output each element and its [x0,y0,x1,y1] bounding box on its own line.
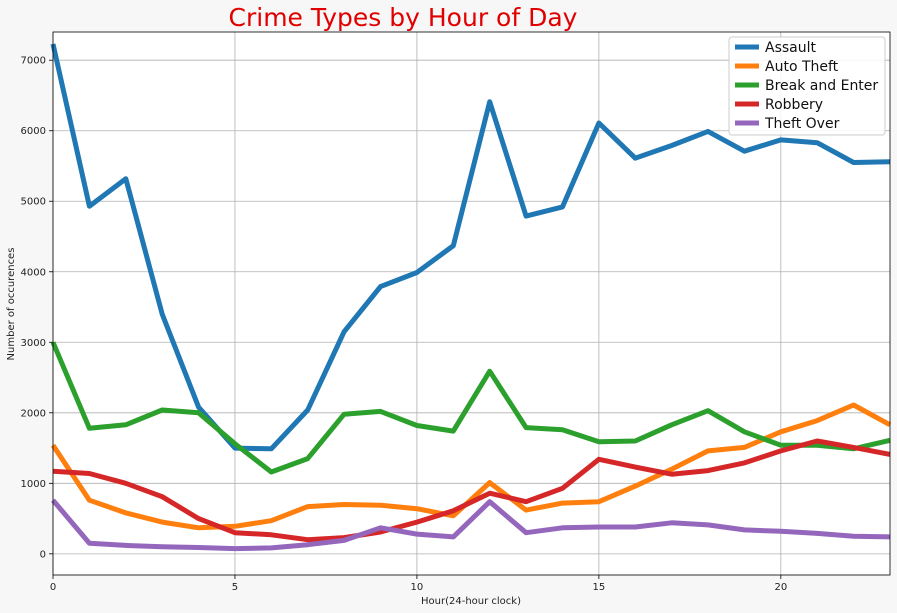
series-line-theft-over [51,498,891,552]
y-tick-label: 0 [40,549,46,560]
y-tick-label: 6000 [21,126,46,137]
x-tick-label: 20 [774,582,787,593]
series-line-break-and-enter [50,341,891,475]
y-tick-label: 7000 [21,56,46,67]
legend-box [728,36,886,136]
y-tick-label: 1000 [21,479,46,490]
legend-label-theft-over: Theft Over [764,116,840,132]
legend-label-robbery: Robbery [765,97,823,113]
y-tick-label: 4000 [21,267,46,278]
series-lines [50,43,892,552]
y-axis-label: Number of occurences [6,248,17,361]
y-axis-ticks: 0 1000 2000 3000 4000 5000 6000 7000 [21,56,53,560]
x-tick-label: 10 [411,582,424,593]
series-line-auto-theft [50,402,892,531]
legend-label-break-and-enter: Break and Enter [765,78,878,94]
plot-frame [52,31,891,576]
y-tick-label: 5000 [21,197,46,208]
x-tick-label: 5 [232,582,238,593]
chart-title: Crime Types by Hour of Day [229,3,578,32]
x-tick-label: 15 [593,582,606,593]
series-line-robbery [52,438,891,543]
series-line-assault [50,43,891,452]
x-axis-label: Hour(24-hour clock) [421,596,521,607]
x-axis-ticks: 0 5 10 15 20 [50,575,787,593]
legend-label-auto-theft: Auto Theft [765,59,839,75]
y-tick-label: 2000 [21,408,46,419]
legend: Assault Auto Theft Break and Enter Robbery T… [728,36,886,136]
x-tick-label: 0 [50,582,56,593]
legend-label-assault: Assault [765,40,817,56]
y-tick-label: 3000 [21,338,46,349]
